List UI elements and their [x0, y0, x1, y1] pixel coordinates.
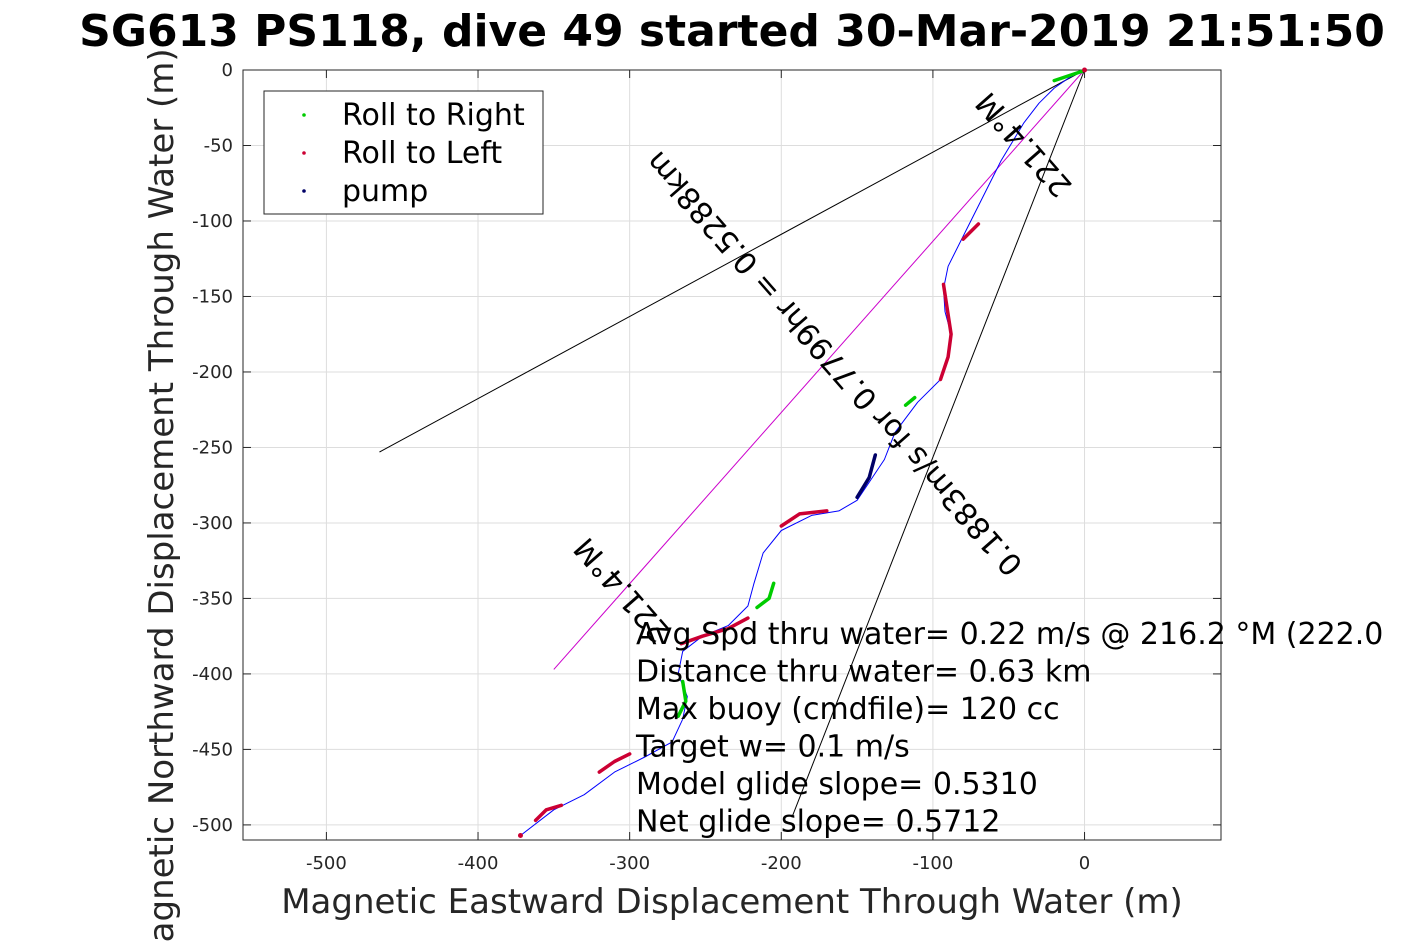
legend-box [263, 90, 544, 215]
info-line: Target w= 0.1 m/s [635, 730, 910, 765]
track-line [520, 69, 1085, 836]
legend-marker-roll-right [302, 113, 306, 117]
pump-segment [855, 453, 878, 500]
reference-line [791, 69, 1085, 818]
x-tick-label: 0 [1079, 853, 1090, 874]
y-tick-label: -450 [192, 739, 233, 760]
heading-annotation: 0.1883m/s for 0.7799hr = 0.5288km [639, 144, 1030, 582]
info-line: Net glide slope= 0.5712 [636, 805, 1000, 840]
y-tick-label: -400 [192, 664, 233, 685]
y-axis-label: Magnetic Northward Displacement Through … [142, 48, 182, 945]
roll-left-segment [679, 616, 750, 646]
y-tick-label: -100 [192, 211, 233, 232]
heading-annotations: 221.4°M0.1883m/s for 0.7799hr = 0.5288km… [568, 85, 1080, 649]
legend-label-pump: pump [342, 174, 428, 209]
roll-left-segment [533, 803, 564, 823]
legend-label-roll-right: Roll to Right [342, 98, 525, 133]
y-tick-label: -200 [192, 362, 233, 383]
y-tick-label: -350 [192, 588, 233, 609]
x-tick-label: -200 [761, 853, 802, 874]
end-marker [517, 832, 523, 838]
y-tick-label: 0 [222, 60, 233, 81]
legend-marker-roll-left [302, 151, 306, 155]
grid [243, 69, 1221, 840]
legend-label-roll-left: Roll to Left [342, 136, 502, 171]
roll-pump-segments [517, 67, 1088, 838]
roll-right-segment [903, 395, 917, 407]
roll-left-segment [961, 222, 981, 241]
info-line: Max buoy (cmdfile)= 120 cc [636, 692, 1060, 727]
info-line: Distance thru water= 0.63 km [636, 655, 1091, 690]
y-tick-label: -150 [192, 286, 233, 307]
x-tick-label: -400 [458, 853, 499, 874]
info-line: Avg Spd thru water= 0.22 m/s @ 216.2 °M … [636, 617, 1383, 652]
roll-left-segment [597, 752, 632, 774]
y-tick-label: -300 [192, 513, 233, 534]
roll-right-segment [676, 679, 688, 718]
legend: Roll to Right Roll to Left pump [263, 90, 544, 215]
x-tick-label: -300 [609, 853, 650, 874]
x-tick-label: -100 [912, 853, 953, 874]
chart-title: SG613 PS118, dive 49 started 30-Mar-2019… [79, 6, 1385, 57]
info-text-block: Avg Spd thru water= 0.22 m/s @ 216.2 °M … [635, 617, 1383, 840]
x-tick-label: -500 [306, 853, 347, 874]
roll-right-segment [755, 581, 776, 610]
reference-line [379, 69, 1085, 453]
y-tick-label: -50 [204, 135, 233, 156]
roll-left-segment [779, 509, 829, 528]
info-line: Model glide slope= 0.5310 [636, 767, 1038, 802]
start-marker [1082, 67, 1088, 73]
legend-marker-pump [302, 189, 306, 193]
y-tick-label: -500 [192, 815, 233, 836]
roll-right-segment [1052, 69, 1084, 83]
track-series [520, 69, 1085, 836]
x-axis-label: Magnetic Eastward Displacement Through W… [281, 882, 1183, 922]
y-tick-label: -250 [192, 437, 233, 458]
roll-left-segment [938, 282, 953, 382]
plot-frame [242, 69, 1222, 841]
axis-ticks: -500 -400 -300 -200 -100 0 0 -50 -100 -150 -200 -25… [192, 60, 1221, 874]
